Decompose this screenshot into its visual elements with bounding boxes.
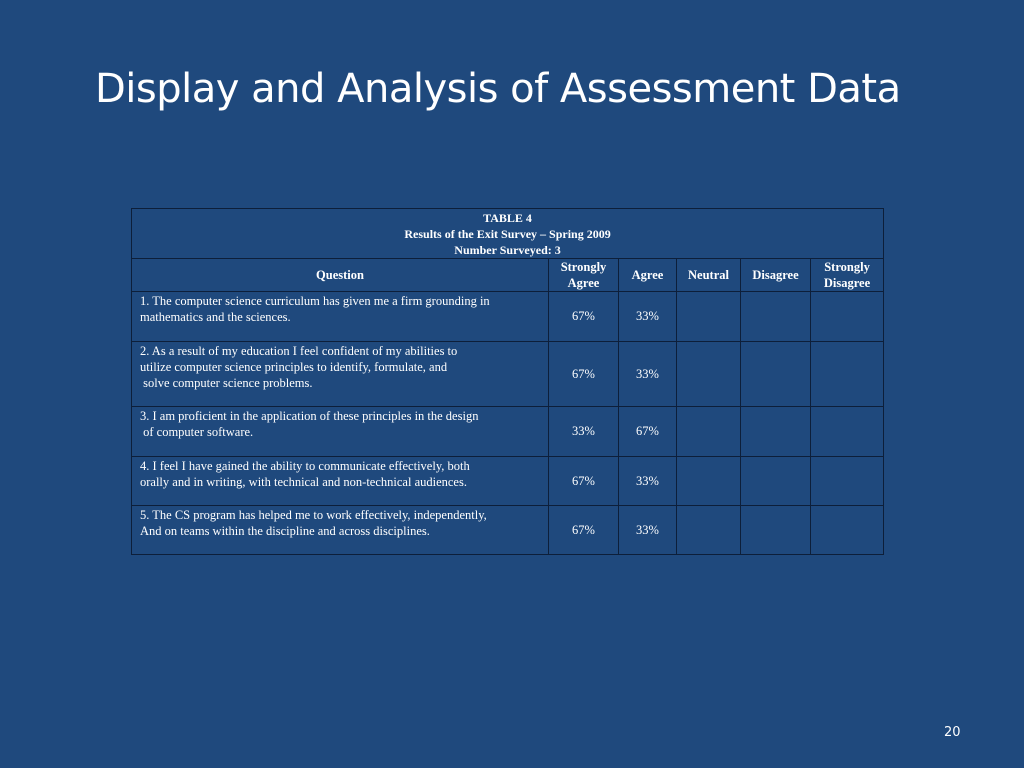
question-cell: 1. The computer science curriculum has g… (131, 291, 549, 342)
header-disagree: Disagree (740, 258, 811, 292)
disagree-cell (740, 505, 811, 555)
question-cell: 3. I am proficient in the application of… (131, 406, 549, 457)
question-line: 2. As a result of my education I feel co… (140, 344, 458, 358)
header-strongly-agree: Strongly Agree (548, 258, 619, 292)
disagree-cell (740, 406, 811, 457)
question-line: 5. The CS program has helped me to work … (140, 508, 487, 522)
question-line: solve computer science problems. (140, 376, 313, 390)
agree-cell: 33% (618, 341, 677, 407)
neutral-cell (676, 456, 741, 506)
question-line: And on teams within the discipline and a… (140, 524, 430, 538)
question-line: 1. The computer science curriculum has g… (140, 294, 490, 308)
strongly-disagree-cell (809, 456, 885, 506)
disagree-cell (740, 456, 811, 506)
table-header-row: Question Strongly Agree Agree Neutral Di… (131, 258, 885, 292)
table-caption-line: Results of the Exit Survey – Spring 2009 (404, 226, 611, 241)
table-caption-row: TABLE 4 Results of the Exit Survey – Spr… (130, 208, 885, 259)
header-line: Strongly (824, 260, 870, 274)
agree-cell: 33% (618, 291, 677, 342)
strongly-disagree-cell (809, 505, 885, 555)
table-row: 5. The CS program has helped me to work … (131, 505, 885, 555)
header-line: Strongly (560, 260, 607, 274)
neutral-cell (676, 406, 741, 457)
strongly-agree-cell: 67% (548, 341, 619, 407)
header-line: Disagree (823, 276, 871, 290)
page-number: 20 (944, 725, 961, 740)
header-strongly-disagree: Strongly Disagree (809, 258, 885, 292)
strongly-disagree-cell (809, 406, 885, 457)
table-caption-line: Number Surveyed: 3 (454, 242, 561, 257)
strongly-disagree-cell (809, 341, 885, 407)
question-line: mathematics and the sciences. (140, 310, 291, 324)
agree-cell: 33% (618, 456, 677, 506)
table-caption-line: TABLE 4 (483, 210, 532, 225)
question-line: 3. I am proficient in the application of… (140, 409, 479, 423)
neutral-cell (676, 505, 741, 555)
table-row: 2. As a result of my education I feel co… (131, 341, 885, 407)
question-cell: 2. As a result of my education I feel co… (131, 341, 549, 407)
question-line: orally and in writing, with technical an… (140, 475, 467, 489)
table-row: 3. I am proficient in the application of… (131, 406, 885, 457)
question-cell: 5. The CS program has helped me to work … (131, 505, 549, 555)
disagree-cell (740, 291, 811, 342)
strongly-agree-cell: 67% (548, 456, 619, 506)
strongly-disagree-cell (809, 291, 885, 342)
header-neutral: Neutral (676, 258, 741, 292)
agree-cell: 33% (618, 505, 677, 555)
table-caption: TABLE 4 Results of the Exit Survey – Spr… (130, 208, 885, 259)
survey-results-table: TABLE 4 Results of the Exit Survey – Spr… (130, 208, 885, 555)
agree-cell: 67% (618, 406, 677, 457)
question-line: utilize computer science principles to i… (140, 360, 448, 374)
strongly-agree-cell: 67% (548, 291, 619, 342)
question-line: 4. I feel I have gained the ability to c… (140, 459, 470, 473)
disagree-cell (740, 341, 811, 407)
neutral-cell (676, 341, 741, 407)
question-cell: 4. I feel I have gained the ability to c… (131, 456, 549, 506)
table-row: 4. I feel I have gained the ability to c… (131, 456, 885, 506)
strongly-agree-cell: 33% (548, 406, 619, 457)
slide-title: Display and Analysis of Assessment Data (95, 66, 901, 112)
header-agree: Agree (618, 258, 677, 292)
table-row: 1. The computer science curriculum has g… (131, 291, 885, 342)
header-question: Question (131, 258, 549, 292)
strongly-agree-cell: 67% (548, 505, 619, 555)
neutral-cell (676, 291, 741, 342)
question-line: of computer software. (140, 425, 254, 439)
header-line: Agree (567, 276, 600, 290)
